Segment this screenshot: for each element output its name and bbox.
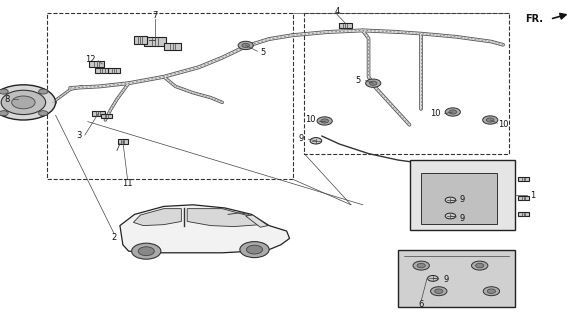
Circle shape	[240, 242, 269, 258]
Circle shape	[0, 111, 8, 116]
Text: FR.: FR.	[525, 13, 543, 24]
Circle shape	[138, 247, 154, 256]
FancyBboxPatch shape	[518, 196, 529, 200]
Text: 9: 9	[460, 214, 464, 223]
Text: 10: 10	[431, 109, 441, 118]
Text: 2: 2	[112, 233, 116, 242]
Text: 9: 9	[443, 276, 448, 284]
FancyBboxPatch shape	[89, 61, 104, 67]
Circle shape	[242, 43, 249, 47]
Circle shape	[0, 85, 56, 120]
Text: 11: 11	[122, 179, 133, 188]
Text: 5: 5	[261, 48, 266, 57]
Circle shape	[317, 117, 332, 125]
Circle shape	[435, 289, 443, 293]
FancyBboxPatch shape	[144, 37, 166, 46]
Circle shape	[445, 213, 456, 219]
FancyBboxPatch shape	[410, 160, 515, 230]
FancyBboxPatch shape	[134, 36, 147, 44]
Circle shape	[472, 261, 488, 270]
Circle shape	[238, 41, 253, 50]
Circle shape	[12, 96, 35, 109]
Circle shape	[310, 138, 322, 144]
Circle shape	[476, 263, 484, 268]
Polygon shape	[120, 205, 290, 253]
FancyBboxPatch shape	[398, 250, 515, 307]
Text: 3: 3	[76, 131, 82, 140]
Text: 12: 12	[85, 55, 96, 64]
FancyBboxPatch shape	[518, 212, 529, 216]
FancyBboxPatch shape	[92, 111, 105, 116]
FancyBboxPatch shape	[118, 139, 128, 144]
Text: 6: 6	[418, 300, 424, 309]
FancyBboxPatch shape	[108, 68, 120, 73]
Circle shape	[483, 287, 500, 296]
Polygon shape	[246, 215, 268, 227]
FancyBboxPatch shape	[518, 177, 529, 181]
Polygon shape	[133, 209, 181, 226]
Polygon shape	[187, 209, 260, 227]
Circle shape	[486, 118, 494, 122]
Text: 10: 10	[498, 120, 508, 129]
Text: 8: 8	[4, 95, 10, 104]
Text: 10: 10	[305, 116, 315, 124]
Circle shape	[445, 108, 460, 116]
Circle shape	[413, 261, 429, 270]
Text: 5: 5	[356, 76, 360, 85]
Text: 9: 9	[298, 134, 303, 143]
Circle shape	[366, 79, 381, 87]
Circle shape	[431, 287, 447, 296]
Circle shape	[483, 116, 498, 124]
Circle shape	[428, 276, 438, 281]
FancyBboxPatch shape	[164, 43, 181, 50]
FancyBboxPatch shape	[421, 173, 497, 224]
Text: 4: 4	[335, 7, 339, 16]
Circle shape	[39, 111, 48, 116]
Circle shape	[246, 245, 263, 254]
Circle shape	[132, 243, 161, 259]
Circle shape	[1, 90, 46, 115]
Circle shape	[321, 119, 329, 123]
Circle shape	[445, 197, 456, 203]
Circle shape	[449, 110, 457, 114]
Circle shape	[370, 81, 377, 85]
Circle shape	[487, 289, 495, 293]
FancyBboxPatch shape	[101, 114, 112, 118]
FancyBboxPatch shape	[339, 23, 352, 28]
Circle shape	[0, 89, 8, 94]
Text: 7: 7	[152, 11, 158, 20]
Circle shape	[39, 89, 48, 94]
FancyBboxPatch shape	[95, 68, 109, 73]
Text: 1: 1	[530, 191, 535, 200]
Circle shape	[417, 263, 425, 268]
Text: 9: 9	[460, 196, 464, 204]
